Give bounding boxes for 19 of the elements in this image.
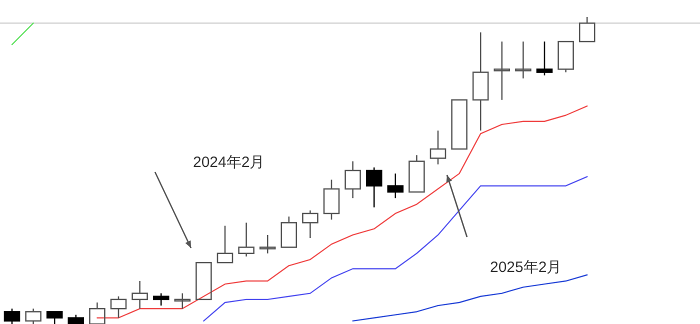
candlestick	[408, 154, 425, 193]
candlestick	[578, 16, 596, 42]
candlestick	[46, 311, 63, 324]
candlestick	[451, 99, 468, 150]
annotation: 2025年2月	[490, 259, 562, 276]
candlestick	[494, 40, 510, 101]
candlestick	[196, 262, 212, 300]
candlestick	[238, 222, 254, 258]
annotation: 2024年2月	[193, 154, 265, 171]
candlestick	[216, 225, 234, 264]
candlestick	[366, 166, 382, 208]
candlestick	[472, 32, 489, 132]
candlestick	[344, 160, 361, 199]
candlestick	[515, 40, 532, 80]
candlestick	[25, 308, 42, 324]
candlestick	[302, 210, 318, 239]
candlestick	[132, 280, 148, 310]
candlestick	[89, 302, 106, 324]
candlestick	[558, 40, 574, 73]
